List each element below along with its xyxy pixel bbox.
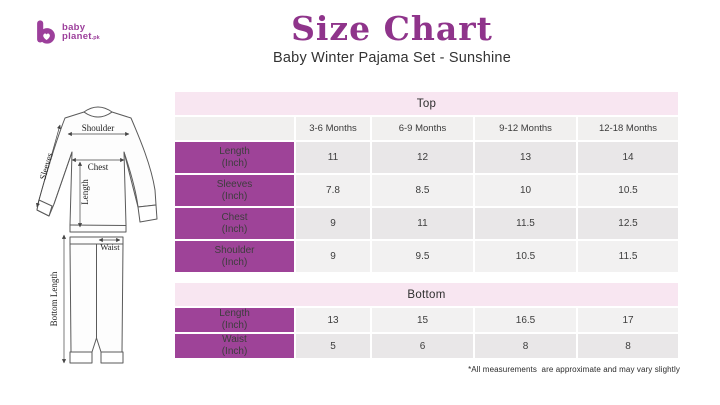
size-value-cell: 13: [475, 142, 576, 173]
size-value-cell: 8: [578, 334, 678, 358]
table-row: Length (Inch) 13 15 16.5 17: [175, 308, 678, 332]
size-value-cell: 15: [372, 308, 473, 332]
size-value-cell: 7.8: [296, 175, 370, 206]
size-value-cell: 10.5: [475, 241, 576, 272]
month-column-header: 6-9 Months: [372, 117, 473, 140]
baby-planet-logo-icon: [37, 20, 55, 44]
brand-name: baby planet.pk: [62, 21, 100, 42]
size-value-cell: 14: [578, 142, 679, 173]
size-value-cell: 11: [296, 142, 370, 173]
bottom-table-title: Bottom: [175, 283, 678, 306]
size-value-cell: 16.5: [475, 308, 576, 332]
month-column-header: 12-18 Months: [578, 117, 679, 140]
garment-diagram: Shoulder Chest Length Sleeves Waist Bott…: [20, 95, 175, 395]
size-value-cell: 11: [372, 208, 473, 239]
table-row: Chest (Inch) 9 11 11.5 12.5: [175, 208, 679, 239]
size-table-bottom: Bottom Length (Inch) 13 15 16.5 17 Waist(…: [173, 281, 680, 360]
diagram-label-bottom-length: Bottom Length: [49, 271, 59, 326]
size-value-cell: 9: [296, 208, 370, 239]
row-header-cell: Length (Inch): [175, 142, 294, 173]
size-value-cell: 17: [578, 308, 678, 332]
size-value-cell: 13: [296, 308, 370, 332]
table-row: Length (Inch) 11 12 13 14: [175, 142, 679, 173]
measurement-arrows: [36, 124, 130, 364]
diagram-label-chest: Chest: [88, 162, 109, 172]
diagram-label-length: Length: [80, 179, 90, 205]
size-table-top: Top 3-6 Months 6-9 Months 9-12 Months 12…: [173, 90, 680, 274]
row-header-cell: Shoulder (Inch): [175, 241, 294, 272]
heart-icon: [43, 33, 50, 41]
brand-name-line1: baby: [62, 21, 86, 33]
brand-name-line2: planet.pk: [62, 31, 100, 42]
month-column-header: 3-6 Months: [296, 117, 370, 140]
brand-logo: baby planet.pk: [36, 18, 100, 46]
row-header-cell: Chest (Inch): [175, 208, 294, 239]
size-value-cell: 11.5: [475, 208, 576, 239]
size-value-cell: 12.5: [578, 208, 679, 239]
row-header-cell: Sleeves (Inch): [175, 175, 294, 206]
size-value-cell: 6: [372, 334, 473, 358]
size-value-cell: 11.5: [578, 241, 679, 272]
size-value-cell: 5: [296, 334, 370, 358]
size-value-cell: 10: [475, 175, 576, 206]
top-table-title: Top: [175, 92, 679, 115]
size-value-cell: 9: [296, 241, 370, 272]
size-value-cell: 12: [372, 142, 473, 173]
pajama-bottom-sketch: [69, 236, 124, 364]
footnote: *All measurements are approximate and ma…: [468, 365, 680, 374]
table-row: Sleeves (Inch) 7.8 8.5 10 10.5: [175, 175, 679, 206]
diagram-label-shoulder: Shoulder: [82, 123, 115, 133]
brand-name-suffix: .pk: [91, 35, 100, 41]
size-tables: Top 3-6 Months 6-9 Months 9-12 Months 12…: [173, 90, 680, 374]
table-row: Waist (Inch) 5 6 8 8: [175, 334, 678, 358]
page-title: Size Chart: [291, 9, 493, 48]
row-header-cell: Length (Inch): [175, 308, 294, 332]
month-column-header: 9-12 Months: [475, 117, 576, 140]
diagram-label-waist: Waist: [100, 242, 120, 252]
row-header-cell: Waist (Inch): [175, 334, 294, 358]
page-subtitle: Baby Winter Pajama Set - Sunshine: [273, 49, 511, 66]
corner-cell: [175, 117, 294, 140]
size-value-cell: 8: [475, 334, 576, 358]
table-row: Shoulder (Inch) 9 9.5 10.5 11.5: [175, 241, 679, 272]
size-value-cell: 9.5: [372, 241, 473, 272]
page-header: Size Chart Baby Winter Pajama Set - Suns…: [64, 9, 720, 66]
size-value-cell: 10.5: [578, 175, 679, 206]
size-value-cell: 8.5: [372, 175, 473, 206]
